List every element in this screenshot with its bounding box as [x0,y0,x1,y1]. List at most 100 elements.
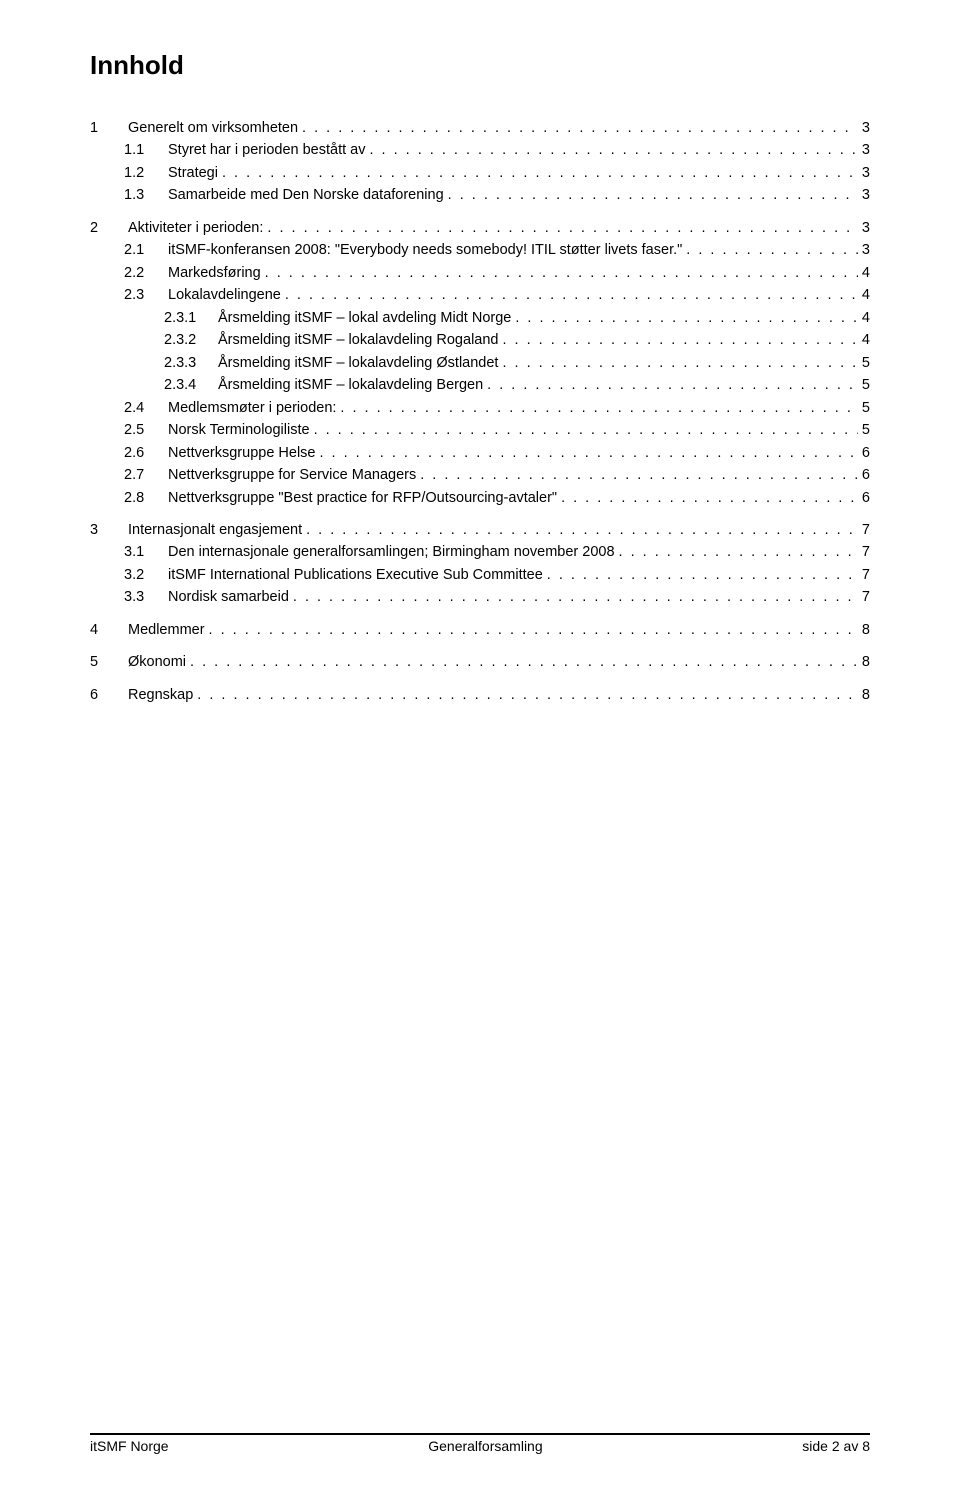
toc-entry-page: 3 [862,139,870,161]
toc-entry-label: Nordisk samarbeid [164,586,289,608]
toc-entry: 3.3Nordisk samarbeid 7 [90,586,870,608]
toc-entry-number: 3 [90,519,124,541]
toc-leader-dots [420,464,858,486]
toc-leader-dots [267,217,858,239]
toc-leader-dots [686,239,858,261]
toc-entry: 2.3.4Årsmelding itSMF – lokalavdeling Be… [90,374,870,396]
toc-entry-number: 2.3.2 [164,329,214,351]
toc-leader-dots [619,541,858,563]
toc-leader-dots [369,139,857,161]
toc-entry-page: 4 [862,329,870,351]
toc-entry-number: 2.7 [124,464,164,486]
toc-leader-dots [285,284,858,306]
toc-entry-number: 2.4 [124,397,164,419]
toc-entry-number: 1 [90,117,124,139]
toc-leader-dots [306,519,858,541]
toc-entry-label: Nettverksgruppe Helse [164,442,316,464]
toc-entry-label: itSMF International Publications Executi… [164,564,543,586]
toc-entry-number: 6 [90,684,124,706]
toc-entry: 2.3.1Årsmelding itSMF – lokal avdeling M… [90,307,870,329]
toc-entry-page: 6 [862,442,870,464]
toc-group: 4Medlemmer8 [90,619,870,641]
toc-entry-number: 2.2 [124,262,164,284]
toc-entry-number: 1.2 [124,162,164,184]
toc-entry: 2.3.2Årsmelding itSMF – lokalavdeling Ro… [90,329,870,351]
toc-leader-dots [222,162,858,184]
toc-entry-number: 3.3 [124,586,164,608]
toc-leader-dots [561,487,858,509]
toc-entry-page: 3 [862,117,870,139]
toc-entry: 2.8Nettverksgruppe "Best practice for RF… [90,487,870,509]
toc-entry-page: 7 [862,586,870,608]
page-footer: itSMF Norge Generalforsamling side 2 av … [90,1433,870,1454]
toc-entry-label: Årsmelding itSMF – lokalavdeling Østland… [214,352,498,374]
toc-entry-page: 5 [862,352,870,374]
toc-group: 6Regnskap 8 [90,684,870,706]
table-of-contents: 1Generelt om virksomheten31.1Styret har … [90,117,870,706]
toc-entry: 1.2Strategi3 [90,162,870,184]
footer-center: Generalforsamling [428,1438,542,1454]
toc-entry-label: Nettverksgruppe "Best practice for RFP/O… [164,487,557,509]
toc-entry-label: Den internasjonale generalforsamlingen; … [164,541,615,563]
toc-entry-label: Aktiviteter i perioden: [124,217,263,239]
toc-entry: 2.6Nettverksgruppe Helse6 [90,442,870,464]
toc-leader-dots [487,374,858,396]
toc-entry: 1Generelt om virksomheten 3 [90,117,870,139]
toc-entry-number: 2.3.3 [164,352,214,374]
toc-entry-label: Generelt om virksomheten [124,117,298,139]
toc-entry-page: 6 [862,464,870,486]
toc-leader-dots [197,684,858,706]
toc-entry-number: 3.2 [124,564,164,586]
toc-entry-label: Lokalavdelingene [164,284,281,306]
toc-entry-label: itSMF-konferansen 2008: "Everybody needs… [164,239,682,261]
toc-entry-label: Økonomi [124,651,186,673]
toc-entry-number: 2 [90,217,124,239]
toc-leader-dots [293,586,858,608]
toc-leader-dots [547,564,858,586]
toc-group: 2Aktiviteter i perioden: 3 2.1itSMF-konfer… [90,217,870,509]
toc-leader-dots [314,419,858,441]
toc-entry-page: 6 [862,487,870,509]
toc-entry: 1.3Samarbeide med Den Norske dataforenin… [90,184,870,206]
toc-entry-page: 8 [862,684,870,706]
toc-entry: 5Økonomi 8 [90,651,870,673]
toc-leader-dots [190,651,858,673]
toc-entry-label: Årsmelding itSMF – lokal avdeling Midt N… [214,307,511,329]
toc-entry-label: Markedsføring [164,262,261,284]
page: Innhold 1Generelt om virksomheten31.1Sty… [0,0,960,1488]
toc-entry-page: 4 [862,284,870,306]
toc-leader-dots [502,329,857,351]
toc-entry-page: 3 [862,162,870,184]
toc-entry-page: 8 [862,651,870,673]
toc-entry-label: Årsmelding itSMF – lokalavdeling Bergen [214,374,483,396]
toc-entry-number: 2.5 [124,419,164,441]
toc-entry-page: 3 [862,184,870,206]
toc-leader-dots [448,184,858,206]
toc-entry-label: Nettverksgruppe for Service Managers [164,464,416,486]
toc-group: 5Økonomi 8 [90,651,870,673]
toc-entry-number: 2.8 [124,487,164,509]
toc-entry: 3Internasjonalt engasjement7 [90,519,870,541]
toc-entry-page: 5 [862,397,870,419]
page-title: Innhold [90,50,870,81]
toc-leader-dots [320,442,858,464]
toc-entry-page: 3 [862,239,870,261]
toc-entry-label: Styret har i perioden bestått av [164,139,365,161]
toc-entry-page: 7 [862,519,870,541]
toc-entry-number: 5 [90,651,124,673]
toc-entry-label: Medlemmer [124,619,205,641]
toc-leader-dots [265,262,858,284]
footer-left: itSMF Norge [90,1438,169,1454]
toc-leader-dots [302,117,858,139]
toc-leader-dots [515,307,858,329]
toc-entry-page: 3 [862,217,870,239]
toc-entry-page: 4 [862,307,870,329]
toc-entry-number: 1.3 [124,184,164,206]
toc-entry-number: 2.1 [124,239,164,261]
toc-entry-number: 2.3.4 [164,374,214,396]
toc-group: 1Generelt om virksomheten31.1Styret har … [90,117,870,207]
toc-entry-label: Regnskap [124,684,193,706]
toc-entry: 1.1Styret har i perioden bestått av3 [90,139,870,161]
toc-leader-dots [340,397,858,419]
toc-entry-label: Norsk Terminologiliste [164,419,310,441]
